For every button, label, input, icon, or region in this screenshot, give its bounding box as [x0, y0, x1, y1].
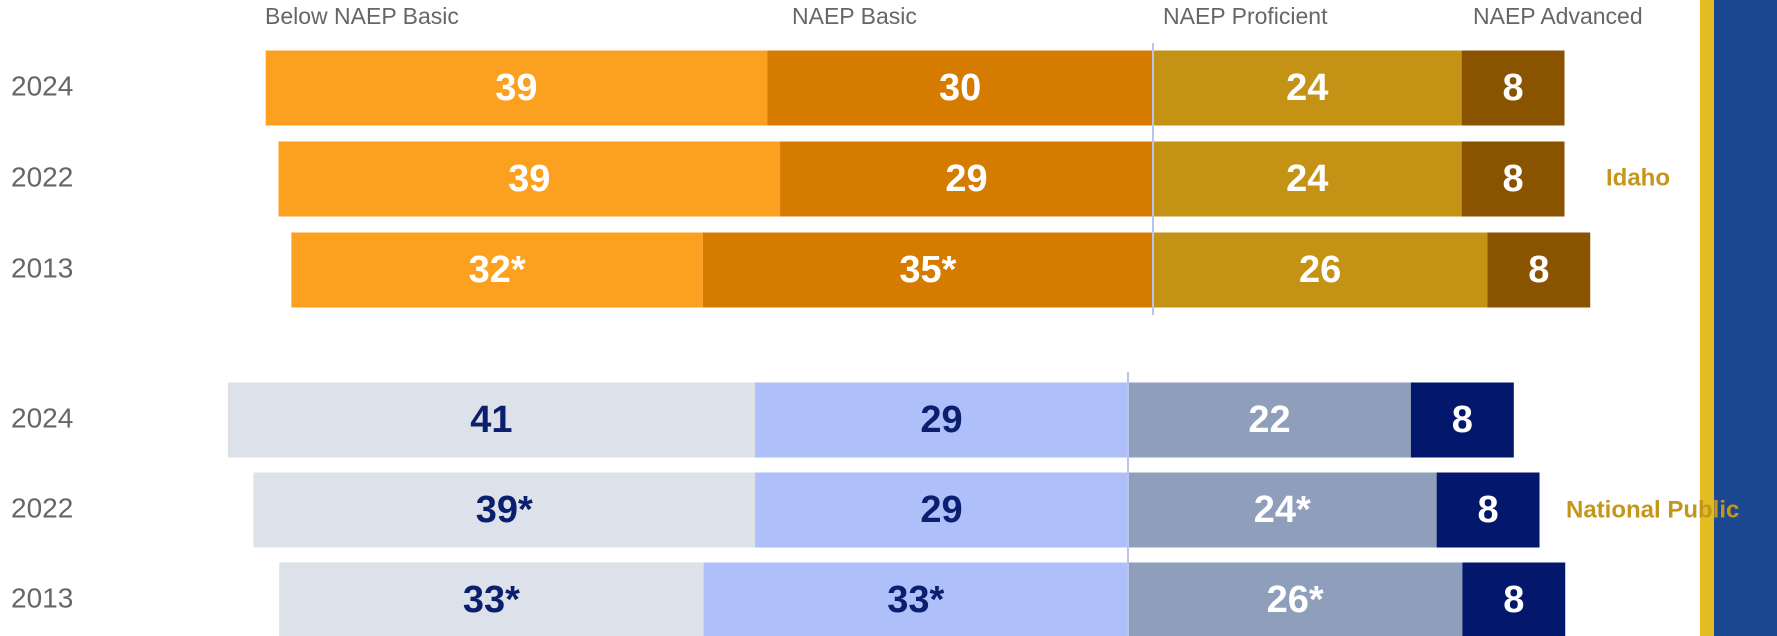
- bar-segment: [1128, 562, 1463, 636]
- value-label: 30: [939, 67, 981, 109]
- value-label: 26: [1299, 249, 1341, 291]
- value-label: 8: [1503, 158, 1524, 200]
- bar-segment: [755, 472, 1128, 548]
- bar-segment: [702, 232, 1153, 308]
- group-label: Idaho: [1606, 164, 1670, 191]
- year-label: 2013: [11, 582, 73, 613]
- bar-segment: [1153, 141, 1462, 217]
- value-label: 24: [1286, 67, 1328, 109]
- value-label: 22: [1248, 399, 1290, 441]
- value-label: 33*: [463, 579, 520, 621]
- bar-segment: [1461, 141, 1565, 217]
- bar-segment: [1461, 50, 1565, 126]
- value-label: 41: [470, 399, 512, 441]
- bar-segment: [1153, 50, 1462, 126]
- bar-segment: [1487, 232, 1591, 308]
- value-label: 29: [920, 489, 962, 531]
- bar-segment: [1128, 382, 1411, 458]
- value-label: 33*: [887, 579, 944, 621]
- legend-label: NAEP Advanced: [1473, 3, 1643, 29]
- bar-segment: [253, 472, 756, 548]
- value-label: 29: [920, 399, 962, 441]
- legend-label: NAEP Proficient: [1163, 3, 1328, 29]
- year-label: 2022: [11, 492, 73, 523]
- value-label: 24*: [1254, 489, 1311, 531]
- bar-segment: [755, 382, 1128, 458]
- year-label: 2022: [11, 161, 73, 192]
- value-label: 8: [1452, 399, 1473, 441]
- accent-stripe: [1700, 0, 1714, 636]
- value-label: 39: [495, 67, 537, 109]
- value-label: 39: [508, 158, 550, 200]
- bar-segment: [278, 141, 781, 217]
- bar-segment: [291, 232, 703, 308]
- bar-segment: [703, 562, 1128, 636]
- value-label: 29: [945, 158, 987, 200]
- bar-segment: [227, 382, 756, 458]
- value-label: 35*: [899, 249, 956, 291]
- year-label: 2024: [11, 402, 73, 433]
- value-label: 32*: [469, 249, 526, 291]
- year-label: 2013: [11, 252, 73, 283]
- bar-segment: [767, 50, 1153, 126]
- legend-label: Below NAEP Basic: [265, 3, 459, 29]
- year-label: 2024: [11, 70, 73, 101]
- value-label: 8: [1478, 489, 1499, 531]
- bar-segment: [1128, 472, 1437, 548]
- value-label: 26*: [1267, 579, 1324, 621]
- side-panel: [1714, 0, 1777, 636]
- value-label: 8: [1528, 249, 1549, 291]
- bar-segment: [279, 562, 704, 636]
- bar-segment: [1462, 562, 1566, 636]
- value-label: 39*: [476, 489, 533, 531]
- bar-segment: [265, 50, 768, 126]
- value-label: 8: [1503, 67, 1524, 109]
- bar-segment: [780, 141, 1153, 217]
- bar-segment: [1410, 382, 1514, 458]
- legend-label: NAEP Basic: [792, 3, 917, 29]
- bar-segment: [1153, 232, 1488, 308]
- group-label: National Public: [1566, 496, 1739, 523]
- value-label: 24: [1286, 158, 1328, 200]
- value-label: 8: [1503, 579, 1524, 621]
- bar-segment: [1436, 472, 1540, 548]
